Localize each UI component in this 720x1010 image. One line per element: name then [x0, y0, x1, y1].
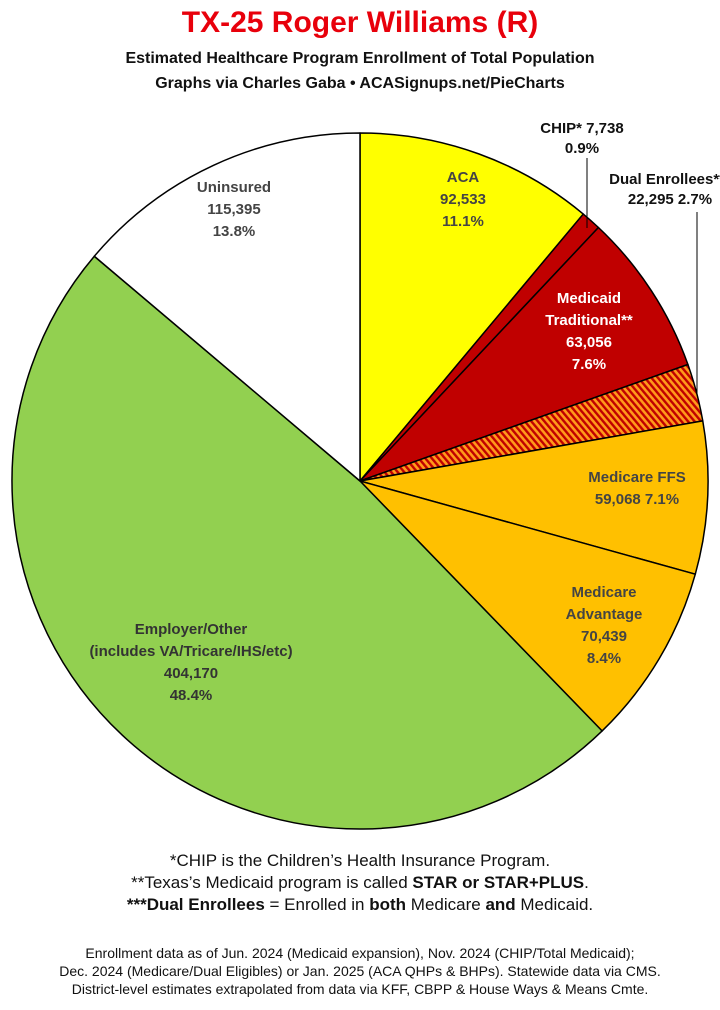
pie-slice-medicaid-traditional [359, 226, 689, 482]
slice-label-dual-enrollees: Dual Enrollees*** 22,295 2.7% [609, 171, 720, 208]
source-line-1: Enrollment data as of Jun. 2024 (Medicai… [85, 945, 635, 961]
pie-slice-aca [359, 132, 585, 482]
slice-label-medicare-ffs: Medicare FFS 59,068 7.1% [588, 469, 686, 508]
slice-label-aca: ACA 92,533 11.1% [440, 169, 486, 230]
pie-slice-employer-other [11, 255, 603, 830]
source-line-3: District-level estimates extrapolated fr… [71, 981, 649, 997]
pie-slice-uninsured [93, 132, 361, 482]
chart-subtitle: Estimated Healthcare Program Enrollment … [125, 50, 595, 67]
footnotes: *CHIP is the Children’s Health Insurance… [0, 850, 720, 916]
dual-footnote: ***Dual Enrollees = Enrolled in both Med… [126, 895, 594, 914]
slice-label-medicaid-traditional: Medicaid Traditional** 63,056 7.6% [545, 290, 633, 373]
pie-slice-medicare-ffs [359, 420, 709, 575]
slice-label-uninsured: Uninsured 115,395 13.8% [197, 179, 271, 240]
source-line-2: Dec. 2024 (Medicare/Dual Eligibles) or J… [59, 963, 661, 979]
source-notes: Enrollment data as of Jun. 2024 (Medicai… [0, 944, 720, 998]
page-title: TX-25 Roger Williams (R) [181, 6, 539, 39]
pie-chart: ACA 92,533 11.1% CHIP* 7,738 0.9% Medicaid Tra… [11, 120, 720, 830]
medicaid-footnote: **Texas’s Medicaid program is called STA… [131, 873, 589, 892]
chip-footnote: *CHIP is the Children’s Health Insurance… [169, 851, 551, 870]
slice-label-chip: CHIP* 7,738 0.9% [540, 120, 623, 157]
slice-label-medicare-advantage: Medicare Advantage 70,439 8.4% [566, 584, 643, 667]
pie-slice-medicare-advantage [359, 480, 697, 732]
chart-credit: Graphs via Charles Gaba • ACASignups.net… [155, 75, 565, 92]
slice-label-employer-other: Employer/Other (includes VA/Tricare/IHS/e… [89, 621, 292, 704]
